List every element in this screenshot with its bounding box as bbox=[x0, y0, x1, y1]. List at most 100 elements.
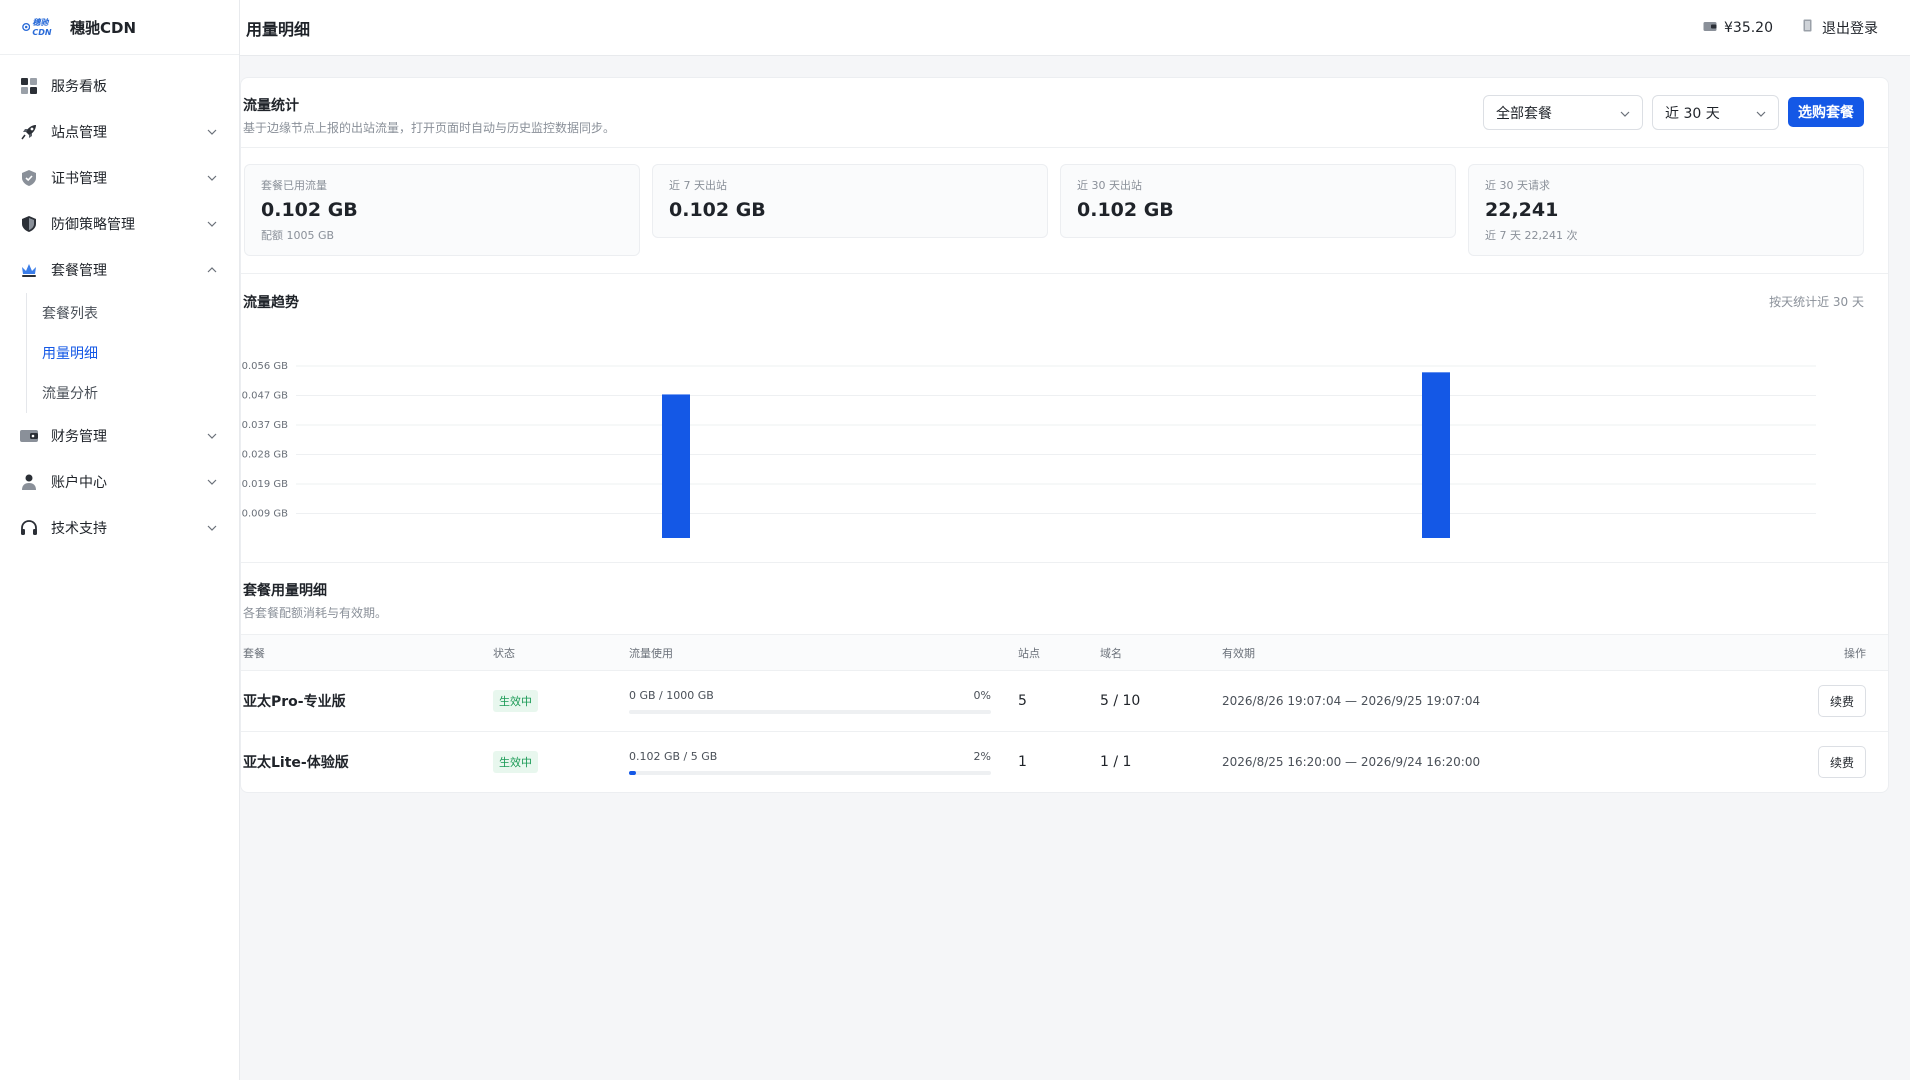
y-tick-label: 0.009 GB bbox=[242, 509, 289, 520]
y-tick-label: 0.037 GB bbox=[242, 420, 289, 431]
dashboard-icon bbox=[19, 76, 39, 96]
brand-name: 穗驰CDN bbox=[70, 18, 137, 37]
site-count: 5 bbox=[1018, 693, 1027, 709]
logout-label: 退出登录 bbox=[1822, 20, 1878, 37]
detail-title: 套餐用量明细 bbox=[243, 583, 327, 599]
range-filter-select[interactable]: 近 30 天 bbox=[1652, 95, 1779, 130]
traffic-subtitle: 基于边缘节点上报的出站流量，打开页面时自动与历史监控数据同步。 bbox=[243, 121, 616, 135]
crown-icon bbox=[19, 260, 39, 280]
sidebar-item-plans[interactable]: 套餐管理 bbox=[0, 247, 239, 293]
col-header-actions: 操作 bbox=[1844, 646, 1866, 660]
usage-bar bbox=[629, 770, 991, 775]
sidebar-item-sites[interactable]: 站点管理 bbox=[0, 109, 239, 155]
stat-value: 22,241 bbox=[1485, 199, 1559, 221]
chevron-down-icon bbox=[205, 171, 219, 185]
shield-half-icon bbox=[19, 214, 39, 234]
shield-check-icon bbox=[19, 168, 39, 188]
traffic-controls: 全部套餐 近 30 天 选购套餐 bbox=[1483, 95, 1864, 130]
sidebar-item-certificates[interactable]: 证书管理 bbox=[0, 155, 239, 201]
trend-title: 流量趋势 bbox=[243, 295, 299, 311]
sidebar-subitem-traffic-analysis[interactable]: 流量分析 bbox=[42, 386, 98, 402]
logo-bar: 穗驰CDN 穗驰CDN bbox=[0, 0, 239, 55]
y-tick-label: 0.047 GB bbox=[242, 391, 289, 402]
divider bbox=[241, 273, 1888, 274]
col-header-status: 状态 bbox=[493, 646, 515, 660]
stat-card-7d-egress: 近 7 天出站 0.102 GB bbox=[652, 164, 1048, 238]
col-header-usage: 流量使用 bbox=[629, 646, 673, 660]
traffic-title: 流量统计 bbox=[243, 98, 299, 114]
plan-name: 亚太Pro-专业版 bbox=[243, 694, 346, 710]
rocket-icon bbox=[19, 122, 39, 142]
plan-name: 亚太Lite-体验版 bbox=[243, 755, 349, 771]
stat-card-30d-egress: 近 30 天出站 0.102 GB bbox=[1060, 164, 1456, 238]
validity-period: 2026/8/25 16:20:00 — 2026/9/24 16:20:00 bbox=[1222, 755, 1481, 769]
wallet-icon bbox=[19, 426, 39, 446]
chevron-down-icon bbox=[205, 217, 219, 231]
sidebar-item-label: 财务管理 bbox=[51, 429, 107, 445]
col-header-plan: 套餐 bbox=[243, 646, 265, 660]
site-count: 1 bbox=[1018, 754, 1027, 770]
usage-card: 流量统计 基于边缘节点上报的出站流量，打开页面时自动与历史监控数据同步。 全部套… bbox=[240, 77, 1889, 793]
stat-extra: 近 7 天 22,241 次 bbox=[1485, 229, 1578, 242]
traffic-trend-chart: 0 GB0.009 GB0.019 GB0.028 GB0.037 GB0.04… bbox=[242, 361, 1816, 538]
sidebar-item-label: 防御策略管理 bbox=[51, 217, 135, 233]
balance-amount: ¥35.20 bbox=[1724, 19, 1773, 36]
chevron-down-icon bbox=[1756, 105, 1766, 121]
domain-count: 1 / 1 bbox=[1100, 754, 1132, 770]
chevron-up-icon bbox=[205, 263, 219, 277]
trend-header: 流量趋势 bbox=[243, 292, 299, 312]
trend-note: 按天统计近 30 天 bbox=[1769, 295, 1864, 309]
usage-bar bbox=[629, 709, 991, 714]
sidebar-item-label: 账户中心 bbox=[51, 475, 107, 491]
chevron-down-icon bbox=[1620, 105, 1630, 121]
validity-period: 2026/8/26 19:07:04 — 2026/9/25 19:07:04 bbox=[1222, 694, 1481, 708]
balance-display[interactable]: ¥35.20 bbox=[1703, 20, 1773, 36]
sidebar-item-dashboard[interactable]: 服务看板 bbox=[0, 63, 239, 109]
plan-filter-select[interactable]: 全部套餐 bbox=[1483, 95, 1643, 130]
sidebar-item-support[interactable]: 技术支持 bbox=[0, 505, 239, 551]
usage-bar-fill bbox=[629, 770, 637, 775]
plans-submenu: 套餐列表 用量明细 流量分析 bbox=[26, 293, 239, 413]
renew-button[interactable]: 续费 bbox=[1817, 746, 1866, 778]
col-header-domains: 域名 bbox=[1100, 646, 1122, 660]
headset-icon bbox=[19, 518, 39, 538]
stats-row: 套餐已用流量 0.102 GB 配额 1005 GB 近 7 天出站 0.102… bbox=[244, 164, 1864, 256]
range-filter-value: 近 30 天 bbox=[1665, 105, 1720, 122]
sidebar-subitem-plan-list[interactable]: 套餐列表 bbox=[42, 306, 98, 322]
usage-text: 0 GB / 1000 GB bbox=[629, 688, 714, 702]
logout-icon bbox=[1803, 19, 1815, 36]
table-row: 亚太Pro-专业版 生效中 0 GB / 1000 GB 0% 5 5 / 10… bbox=[241, 670, 1888, 731]
traffic-section-header: 流量统计 基于边缘节点上报的出站流量，打开页面时自动与历史监控数据同步。 bbox=[243, 95, 615, 136]
y-tick-label: 0.056 GB bbox=[242, 361, 289, 372]
plan-filter-value: 全部套餐 bbox=[1496, 105, 1552, 122]
stat-value: 0.102 GB bbox=[669, 199, 766, 221]
stat-extra: 配额 1005 GB bbox=[261, 229, 335, 242]
stat-label: 近 30 天请求 bbox=[1485, 179, 1550, 192]
usage-text: 0.102 GB / 5 GB bbox=[629, 749, 718, 763]
sidebar-item-account[interactable]: 账户中心 bbox=[0, 459, 239, 505]
renew-button[interactable]: 续费 bbox=[1817, 685, 1866, 717]
chevron-down-icon bbox=[205, 521, 219, 535]
usage-percent: 0% bbox=[973, 688, 991, 702]
chevron-down-icon bbox=[205, 429, 219, 443]
topbar-actions: ¥35.20 退出登录 bbox=[1703, 18, 1878, 38]
sidebar-nav: 服务看板 站点管理 证书管理 防御策略管理 bbox=[0, 55, 239, 551]
buy-plan-button[interactable]: 选购套餐 bbox=[1788, 97, 1864, 127]
col-header-validity: 有效期 bbox=[1222, 646, 1255, 660]
status-badge: 生效中 bbox=[493, 690, 538, 712]
sidebar-item-defense[interactable]: 防御策略管理 bbox=[0, 201, 239, 247]
sidebar-item-label: 套餐管理 bbox=[51, 263, 107, 279]
wallet-icon bbox=[1703, 20, 1717, 36]
stat-value: 0.102 GB bbox=[261, 199, 358, 221]
sidebar-item-label: 站点管理 bbox=[51, 125, 107, 141]
stat-label: 近 30 天出站 bbox=[1077, 179, 1142, 192]
sidebar-subitem-usage-detail[interactable]: 用量明细 bbox=[42, 346, 98, 362]
logout-button[interactable]: 退出登录 bbox=[1803, 18, 1878, 38]
topbar: 用量明细 ¥35.20 退出登录 bbox=[240, 0, 1910, 56]
chevron-down-icon bbox=[205, 125, 219, 139]
usage-table: 套餐 状态 流量使用 站点 域名 有效期 操作 亚太Pro-专业版 生效中 0 … bbox=[241, 634, 1888, 792]
sidebar-item-finance[interactable]: 财务管理 bbox=[0, 413, 239, 459]
stat-card-30d-requests: 近 30 天请求 22,241 近 7 天 22,241 次 bbox=[1468, 164, 1864, 256]
bar bbox=[1422, 372, 1450, 538]
usage-meter: 0.102 GB / 5 GB 2% bbox=[629, 750, 991, 775]
